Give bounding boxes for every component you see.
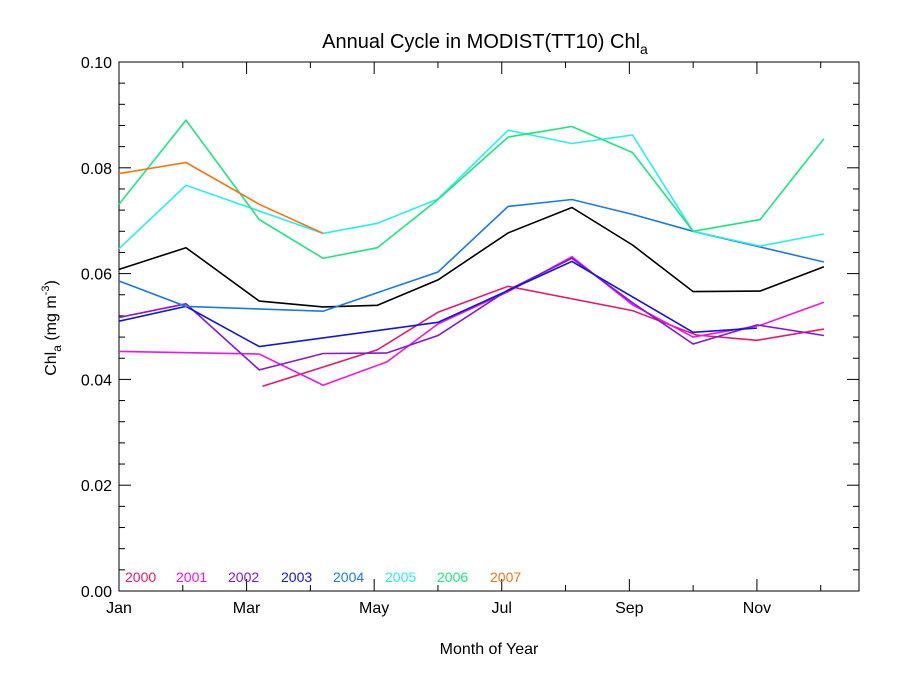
plot-frame [118,61,860,592]
legend: 2000 2001 2002 2003 2004 2005 2006 2007 [125,569,521,585]
y-axis: 0.00 0.02 0.04 0.06 0.08 0.10 [81,55,859,601]
legend-label-2000: 2000 [125,569,156,585]
legend-label-2005: 2005 [385,569,416,585]
series-line-2002 [118,257,825,371]
x-tick-label: Mar [233,600,261,617]
legend-label-2004: 2004 [333,569,364,585]
y-tick-label: 0.04 [81,372,112,389]
x-tick-label: Jan [106,600,132,617]
series-line-2000 [262,285,825,388]
y-axis-label: Chla (mg m-3) [40,280,64,376]
series-line-2004 [118,198,825,313]
y-tick-label: 0.02 [81,478,112,495]
x-tick-label: May [359,600,389,617]
legend-label-2006: 2006 [437,569,468,585]
y-tick-label: 0.00 [81,584,112,601]
series-line-2003 [118,260,757,348]
legend-label-2001: 2001 [176,569,207,585]
series-line-mean [118,206,825,308]
series-line-2001 [118,255,825,387]
series-line-2007 [118,161,324,235]
legend-label-2007: 2007 [490,569,521,585]
y-tick-label: 0.06 [81,267,112,284]
series-layer [118,118,825,388]
chart-title: Annual Cycle in MODIST(TT10) Chla [322,31,648,57]
series-line-2006 [118,118,825,260]
legend-label-2002: 2002 [228,569,259,585]
x-axis: Jan Mar May Jul Sep Nov [106,62,822,617]
x-axis-label: Month of Year [440,641,539,658]
series-line-2005 [118,129,825,250]
x-tick-label: Jul [492,600,512,617]
y-tick-label: 0.10 [81,55,112,72]
legend-label-2003: 2003 [281,569,312,585]
x-tick-label: Sep [615,600,644,617]
x-tick-label: Nov [743,600,771,617]
y-tick-label: 0.08 [81,161,112,178]
